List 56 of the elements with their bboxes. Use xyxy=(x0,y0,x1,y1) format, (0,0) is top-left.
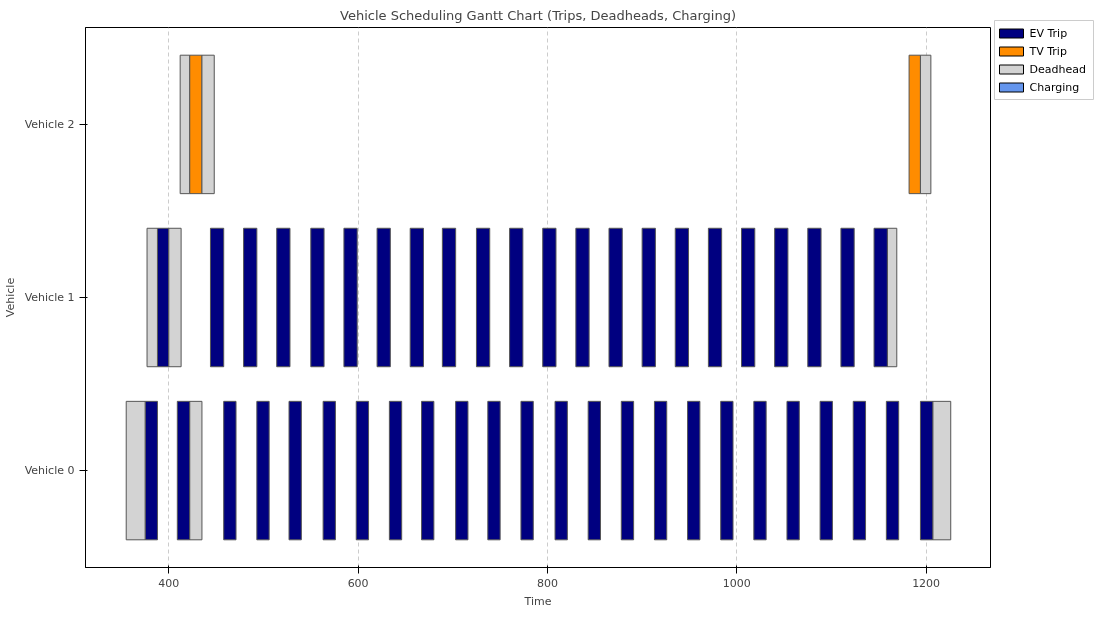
bar xyxy=(542,227,557,368)
bar xyxy=(575,227,590,368)
bar xyxy=(487,400,501,541)
bar xyxy=(885,400,900,541)
y-tick-label: Vehicle 2 xyxy=(24,117,75,131)
bar xyxy=(852,400,867,541)
x-tick-label: 1200 xyxy=(912,576,941,590)
legend-label: TV Trip xyxy=(1028,45,1067,58)
legend-label: EV Trip xyxy=(1029,27,1068,40)
bar xyxy=(608,227,623,368)
bar xyxy=(641,227,656,368)
bar xyxy=(674,227,690,368)
y-tick-label: Vehicle 0 xyxy=(24,464,75,478)
bar xyxy=(322,400,336,541)
x-tick-label: 400 xyxy=(158,576,180,590)
bar xyxy=(256,400,270,541)
bar xyxy=(653,400,668,541)
bar xyxy=(774,227,789,368)
bar xyxy=(554,400,568,541)
bar xyxy=(786,400,800,541)
bar xyxy=(343,227,358,368)
bar xyxy=(520,400,534,541)
bar xyxy=(421,400,435,541)
bar xyxy=(707,227,723,368)
y-tick-label: Vehicle 1 xyxy=(24,291,75,304)
bar xyxy=(840,227,855,368)
y-axis-title: Vehicle xyxy=(3,277,17,318)
bar xyxy=(819,400,833,541)
legend-label: Charging xyxy=(1029,81,1080,94)
bar xyxy=(223,400,237,541)
bar xyxy=(376,227,391,368)
bar xyxy=(620,400,635,541)
bar xyxy=(288,400,302,541)
x-tick-label: 600 xyxy=(347,576,369,590)
x-tick-label: 800 xyxy=(536,576,558,590)
legend-label: Deadhead xyxy=(1029,63,1086,76)
bar xyxy=(310,227,325,368)
bar xyxy=(441,227,457,368)
bar xyxy=(355,400,370,541)
bar xyxy=(720,400,734,541)
bar xyxy=(509,227,524,368)
bar xyxy=(455,400,469,541)
bar xyxy=(587,400,601,541)
x-axis-title: Time xyxy=(523,594,552,608)
bar xyxy=(409,227,424,368)
chart-title: Vehicle Scheduling Gantt Chart (Trips, Deadheads, Charging) xyxy=(340,7,736,23)
bar xyxy=(687,400,701,541)
bar xyxy=(475,227,491,368)
bar xyxy=(209,227,225,368)
bar xyxy=(807,227,822,368)
bar xyxy=(276,227,291,368)
bar xyxy=(388,400,403,541)
x-tick-label: 1000 xyxy=(722,576,751,590)
bar xyxy=(753,400,767,541)
bar xyxy=(741,227,756,368)
bar xyxy=(243,227,258,368)
